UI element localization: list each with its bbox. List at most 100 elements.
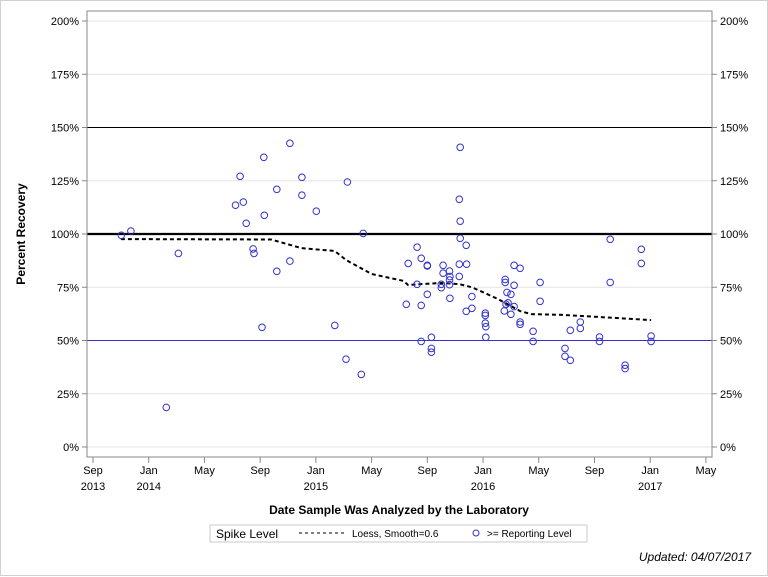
data-point (242, 219, 250, 228)
data-point (536, 297, 544, 306)
y-tick-label-right: 100% (720, 229, 748, 241)
data-point (606, 235, 615, 244)
data-point (417, 301, 426, 310)
data-point (529, 327, 537, 336)
y-tick-label-right: 50% (720, 336, 742, 348)
y-tick-label-left: 100% (51, 229, 79, 241)
data-point (516, 318, 524, 326)
data-point (606, 278, 615, 287)
data-point (595, 337, 604, 346)
legend-loess-label: Loess, Smooth=0.6 (352, 529, 439, 540)
data-point (423, 262, 432, 270)
data-point (249, 245, 257, 253)
data-point (446, 272, 454, 281)
data-point (260, 211, 269, 220)
data-point (427, 333, 436, 342)
data-point (647, 337, 655, 346)
data-point (417, 337, 426, 346)
data-point (455, 272, 464, 281)
data-point (231, 201, 240, 209)
data-point (343, 178, 352, 186)
data-point (437, 280, 446, 289)
data-point (468, 292, 476, 301)
data-point (510, 302, 518, 311)
data-point (456, 234, 465, 243)
data-point (510, 261, 518, 270)
data-point (576, 324, 585, 333)
data-point (462, 307, 471, 316)
data-point (456, 143, 465, 152)
x-tick-label: Jan (641, 465, 659, 477)
data-point (404, 259, 413, 268)
data-point (423, 290, 432, 299)
y-tick-label-left: 0% (63, 442, 79, 454)
data-point (561, 352, 569, 361)
data-point (331, 321, 339, 330)
x-tick-label: May (528, 465, 549, 477)
y-tick-label-right: 25% (720, 389, 742, 401)
data-point (273, 185, 281, 194)
x-tick-label: May (696, 465, 717, 477)
data-point (482, 333, 490, 342)
data-point (561, 344, 569, 353)
data-point (536, 278, 544, 287)
y-tick-label-right: 175% (720, 69, 748, 81)
data-point (637, 245, 646, 254)
data-point (507, 290, 515, 299)
data-point (427, 348, 436, 357)
data-point (468, 304, 476, 313)
x-tick-year-label: 2017 (638, 481, 662, 493)
data-point (503, 288, 511, 297)
x-tick-year-label: 2014 (136, 481, 160, 493)
data-point (439, 261, 447, 270)
loess-line (120, 238, 652, 322)
data-point (162, 403, 171, 412)
data-point (482, 322, 490, 331)
x-tick-label: Jan (307, 465, 325, 477)
y-tick-label-left: 150% (51, 123, 79, 135)
y-tick-label-left: 25% (57, 389, 79, 401)
y-tick-label-right: 200% (720, 16, 748, 28)
x-tick-label: May (361, 465, 382, 477)
data-point (481, 311, 490, 320)
x-tick-year-label: 2016 (471, 481, 495, 493)
x-tick-label: May (194, 465, 215, 477)
y-tick-label-left: 50% (57, 336, 79, 348)
data-point (342, 355, 350, 364)
data-point (445, 280, 454, 289)
data-point (239, 198, 248, 206)
legend-points-label: >= Reporting Level (487, 529, 572, 540)
legend-title: Spike Level (216, 527, 278, 541)
y-tick-label-right: 150% (720, 123, 748, 135)
y-tick-label-left: 175% (51, 69, 79, 81)
y-tick-label-left: 75% (57, 282, 79, 294)
data-point (504, 299, 512, 307)
data-point (647, 332, 655, 340)
x-tick-label: Sep (585, 465, 605, 477)
data-point (298, 191, 306, 199)
y-tick-label-left: 200% (51, 16, 79, 28)
data-point (455, 260, 464, 269)
y-tick-label-right: 0% (720, 442, 736, 454)
data-point (359, 229, 368, 238)
data-point (566, 356, 575, 365)
data-point (445, 276, 454, 284)
data-point (402, 300, 411, 309)
x-tick-label: Jan (474, 465, 492, 477)
data-point (439, 269, 447, 278)
data-point (595, 333, 604, 341)
updated-footer: Updated: 04/07/2017 (639, 550, 752, 564)
data-point (236, 172, 244, 181)
y-tick-label-left: 125% (51, 176, 79, 188)
x-tick-year-label: 2015 (304, 481, 328, 493)
x-axis-label: Date Sample Was Analyzed by the Laborato… (269, 503, 529, 517)
data-point (462, 260, 471, 269)
y-tick-label-right: 125% (720, 176, 748, 188)
data-point (566, 326, 575, 335)
data-point (427, 344, 436, 353)
data-point (576, 318, 585, 326)
data-point (621, 361, 629, 370)
data-point (516, 320, 524, 329)
data-point (117, 231, 126, 240)
